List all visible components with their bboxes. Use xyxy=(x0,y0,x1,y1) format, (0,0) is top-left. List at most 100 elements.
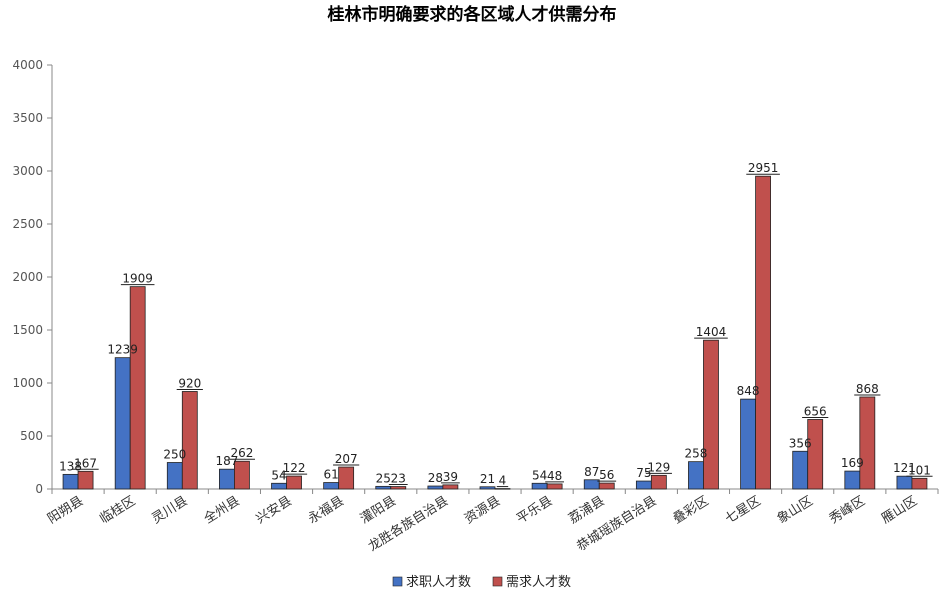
data-label: 207 xyxy=(335,452,358,466)
bar-seeker xyxy=(792,450,809,490)
bar-seeker xyxy=(271,482,287,490)
data-label: 28 xyxy=(428,471,443,485)
bar-seeker xyxy=(583,479,600,490)
data-label: 848 xyxy=(737,384,760,398)
bar-seeker xyxy=(844,470,861,490)
y-tick-label: 2000 xyxy=(12,270,43,284)
data-label: 250 xyxy=(163,448,186,462)
bar-demand xyxy=(598,482,615,490)
category-label: 雁山区 xyxy=(879,494,920,527)
bar-demand xyxy=(442,484,459,490)
bar-demand xyxy=(181,391,198,490)
y-tick-label: 1500 xyxy=(12,323,43,337)
data-label: 61 xyxy=(324,468,339,482)
data-label: 258 xyxy=(685,447,708,461)
data-label: 1239 xyxy=(107,343,138,357)
bar-demand xyxy=(807,419,824,490)
bar-demand xyxy=(286,475,302,490)
category-label: 临桂区 xyxy=(97,494,138,527)
category-label: 灌阳县 xyxy=(358,494,399,527)
data-label: 54 xyxy=(271,468,286,482)
bar-demand xyxy=(703,339,719,490)
data-label: 25 xyxy=(376,471,391,485)
legend-swatch xyxy=(392,576,403,587)
data-label: 75 xyxy=(636,466,651,480)
bar-seeker xyxy=(62,473,79,490)
bar-seeker xyxy=(740,398,756,490)
category-label: 秀峰区 xyxy=(827,494,868,527)
axes: 0 500 1000 1500 2000 2500 3000 3500 4000 xyxy=(12,58,939,496)
bar-demand xyxy=(859,396,876,490)
data-label: 121 xyxy=(893,461,916,475)
y-tick-label: 3500 xyxy=(12,111,43,125)
data-label: 4 xyxy=(499,474,507,488)
bar-demand xyxy=(390,486,407,490)
category-label: 七星区 xyxy=(723,494,764,527)
data-label: 1404 xyxy=(696,325,727,339)
legend-label: 需求人才数 xyxy=(506,575,571,590)
category-label: 象山区 xyxy=(775,494,816,527)
data-label: 101 xyxy=(908,463,931,477)
data-label: 54 xyxy=(532,468,547,482)
bar-demand xyxy=(494,488,511,490)
data-label: 122 xyxy=(283,461,306,475)
bar-demand xyxy=(234,460,250,490)
y-tick-label: 500 xyxy=(20,429,43,443)
y-tick-label: 4000 xyxy=(12,58,43,72)
bar-seeker xyxy=(688,461,704,490)
category-label: 资源县 xyxy=(462,494,503,527)
data-label: 23 xyxy=(391,472,406,486)
category-label: 阳朔县 xyxy=(45,494,86,527)
category-label: 全州县 xyxy=(201,493,243,527)
data-label: 129 xyxy=(647,460,670,474)
bar-demand xyxy=(546,483,563,490)
bar-seeker xyxy=(219,468,235,490)
y-tick-label: 0 xyxy=(35,482,43,496)
category-label: 永福县 xyxy=(306,494,347,527)
data-label: 187 xyxy=(215,454,238,468)
bar-seeker xyxy=(323,482,340,490)
legend: 求职人才数 需求人才数 xyxy=(392,575,571,590)
bar-seeker xyxy=(896,475,913,490)
bar-seeker xyxy=(166,462,183,490)
bar-demand xyxy=(755,175,771,490)
data-label: 262 xyxy=(230,446,253,460)
y-tick-label: 1000 xyxy=(12,376,43,390)
legend-label: 求职人才数 xyxy=(406,575,471,590)
data-label: 1909 xyxy=(122,272,153,286)
y-tick-label: 2500 xyxy=(12,217,43,231)
data-label: 356 xyxy=(789,436,812,450)
data-label: 56 xyxy=(599,468,614,482)
category-label: 兴安县 xyxy=(254,494,295,527)
category-label: 叠彩区 xyxy=(671,494,712,527)
bar-demand xyxy=(77,470,94,490)
data-label: 920 xyxy=(178,376,201,390)
data-label: 39 xyxy=(443,470,458,484)
legend-swatch xyxy=(492,576,503,587)
data-label: 656 xyxy=(804,404,827,418)
data-label: 169 xyxy=(841,456,864,470)
bar-seeker xyxy=(479,486,496,490)
data-label: 2951 xyxy=(748,161,779,175)
bar-seeker xyxy=(531,482,548,490)
bar-seeker xyxy=(635,480,652,490)
bars xyxy=(62,175,928,490)
bar-demand xyxy=(911,477,928,490)
bar-demand xyxy=(129,286,146,490)
chart-title: 桂林市明确要求的各区域人才供需分布 xyxy=(327,4,617,25)
bar-demand xyxy=(650,474,667,490)
data-label: 167 xyxy=(74,456,97,470)
data-label: 87 xyxy=(584,465,599,479)
bar-seeker xyxy=(375,485,392,490)
data-label: 48 xyxy=(547,469,562,483)
data-label: 21 xyxy=(480,472,495,486)
data-label: 138 xyxy=(59,459,82,473)
y-tick-label: 3000 xyxy=(12,164,43,178)
bar-seeker xyxy=(114,357,131,490)
bar-demand xyxy=(338,466,355,490)
category-label: 荔浦县 xyxy=(566,494,607,527)
data-label: 868 xyxy=(856,382,879,396)
